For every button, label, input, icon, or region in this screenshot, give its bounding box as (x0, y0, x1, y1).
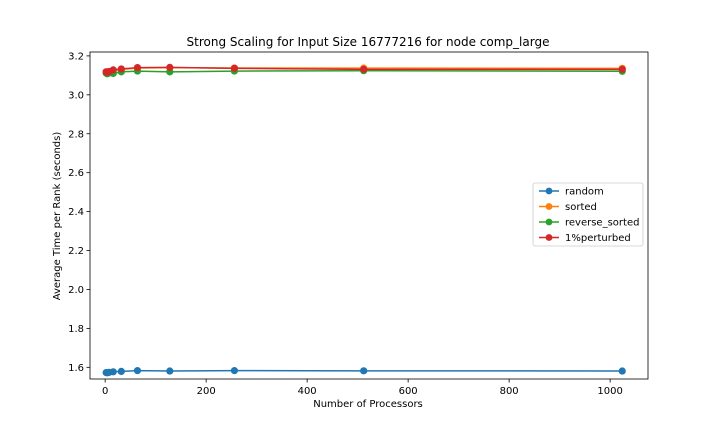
data-point-1-perturbed (109, 66, 117, 74)
legend-swatch-marker (545, 187, 553, 195)
legend-label: sorted (565, 202, 597, 213)
x-tick-label: 200 (197, 386, 216, 397)
legend: random sorted reverse_sorted 1%perturbed (532, 182, 644, 247)
series-group (102, 63, 626, 377)
x-tick-label: 400 (298, 386, 317, 397)
legend-swatch-marker (545, 234, 553, 241)
legend-box (532, 182, 644, 247)
data-point-random (166, 367, 174, 375)
data-point-random (360, 367, 368, 375)
legend-swatch-marker (545, 218, 553, 226)
y-tick-label: 2.0 (68, 285, 84, 296)
y-axis-label: Average Time per Rank (seconds) (52, 132, 63, 301)
legend-label: random (565, 187, 604, 198)
plot-area (89, 51, 649, 380)
data-point-1-perturbed (166, 63, 174, 71)
y-tick-label: 1.6 (68, 363, 84, 374)
data-point-random (618, 367, 626, 375)
data-point-1-perturbed (117, 65, 125, 73)
data-point-1-perturbed (360, 65, 368, 73)
data-point-1-perturbed (133, 63, 142, 72)
data-point-1-perturbed (230, 64, 239, 72)
plot-frame (89, 51, 649, 380)
x-axis-label: Number of Processors (313, 399, 423, 410)
y-axis: 1.6 1.8 2.0 2.2 2.4 2.6 2.8 3.0 3.2 (68, 51, 90, 374)
y-tick-label: 2.8 (68, 129, 84, 140)
data-point-1-perturbed (618, 65, 626, 73)
x-tick-label: 1000 (597, 386, 622, 397)
x-tick-label: 0 (102, 386, 108, 397)
data-point-random (117, 367, 125, 376)
chart-title: Strong Scaling for Input Size 16777216 f… (187, 35, 550, 49)
data-point-random (133, 367, 142, 375)
data-point-random (109, 368, 117, 376)
legend-swatch-marker (545, 203, 553, 210)
y-tick-label: 2.4 (68, 207, 84, 218)
legend-label: 1%perturbed (565, 233, 631, 244)
data-point-random (230, 367, 239, 375)
y-tick-label: 3.2 (68, 51, 84, 62)
y-tick-label: 2.2 (68, 246, 84, 257)
y-tick-label: 2.6 (68, 168, 84, 179)
x-axis: 0 200 400 600 800 1000 (102, 379, 623, 397)
legend-label: reverse_sorted (565, 218, 639, 229)
y-tick-label: 1.8 (68, 324, 84, 335)
x-tick-label: 800 (500, 386, 519, 397)
x-tick-label: 600 (399, 386, 418, 397)
y-tick-label: 3.0 (68, 90, 84, 101)
